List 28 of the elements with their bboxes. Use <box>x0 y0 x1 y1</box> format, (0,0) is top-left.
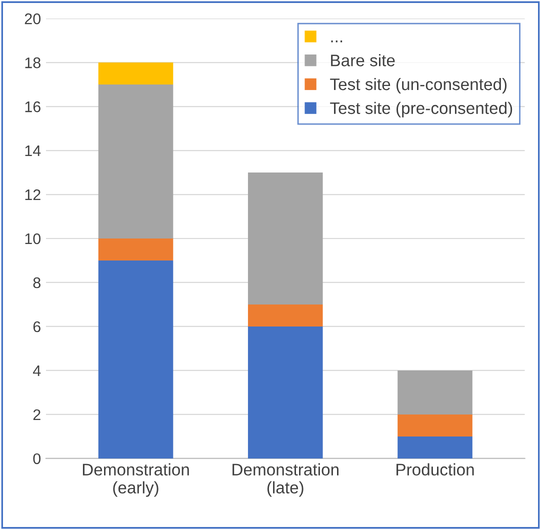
bar <box>398 436 472 458</box>
y-tick-label: 2 <box>33 409 40 420</box>
y-tick-label: 8 <box>33 277 40 288</box>
y-tick-label: 16 <box>25 101 40 112</box>
y-tick-label: 12 <box>25 189 40 200</box>
y-tick-label: 10 <box>25 233 41 244</box>
legend-label: Test site (un-consented) <box>330 78 507 94</box>
y-tick-label: 20 <box>24 13 41 24</box>
bar <box>248 304 323 326</box>
bar <box>98 84 174 238</box>
x-tick-label: Demonstration (early) <box>82 463 189 497</box>
bar <box>98 238 174 260</box>
x-tick-label: Demonstration (late) <box>232 463 338 497</box>
y-tick-label: 14 <box>25 146 41 156</box>
bar <box>248 326 323 458</box>
bar <box>248 172 323 304</box>
legend-label: Test site (pre-consented) <box>330 102 512 118</box>
bar <box>98 62 174 85</box>
y-tick-label: 0 <box>33 453 41 464</box>
bar <box>398 370 472 414</box>
y-tick-label: 18 <box>25 57 40 68</box>
bar <box>98 260 174 458</box>
legend-label: Bare site <box>331 54 395 66</box>
bar <box>398 414 472 436</box>
y-tick-label: 4 <box>32 365 41 376</box>
y-tick-label: 6 <box>33 321 40 332</box>
legend-label: ... <box>331 40 342 42</box>
x-tick-label: Production <box>396 463 474 476</box>
